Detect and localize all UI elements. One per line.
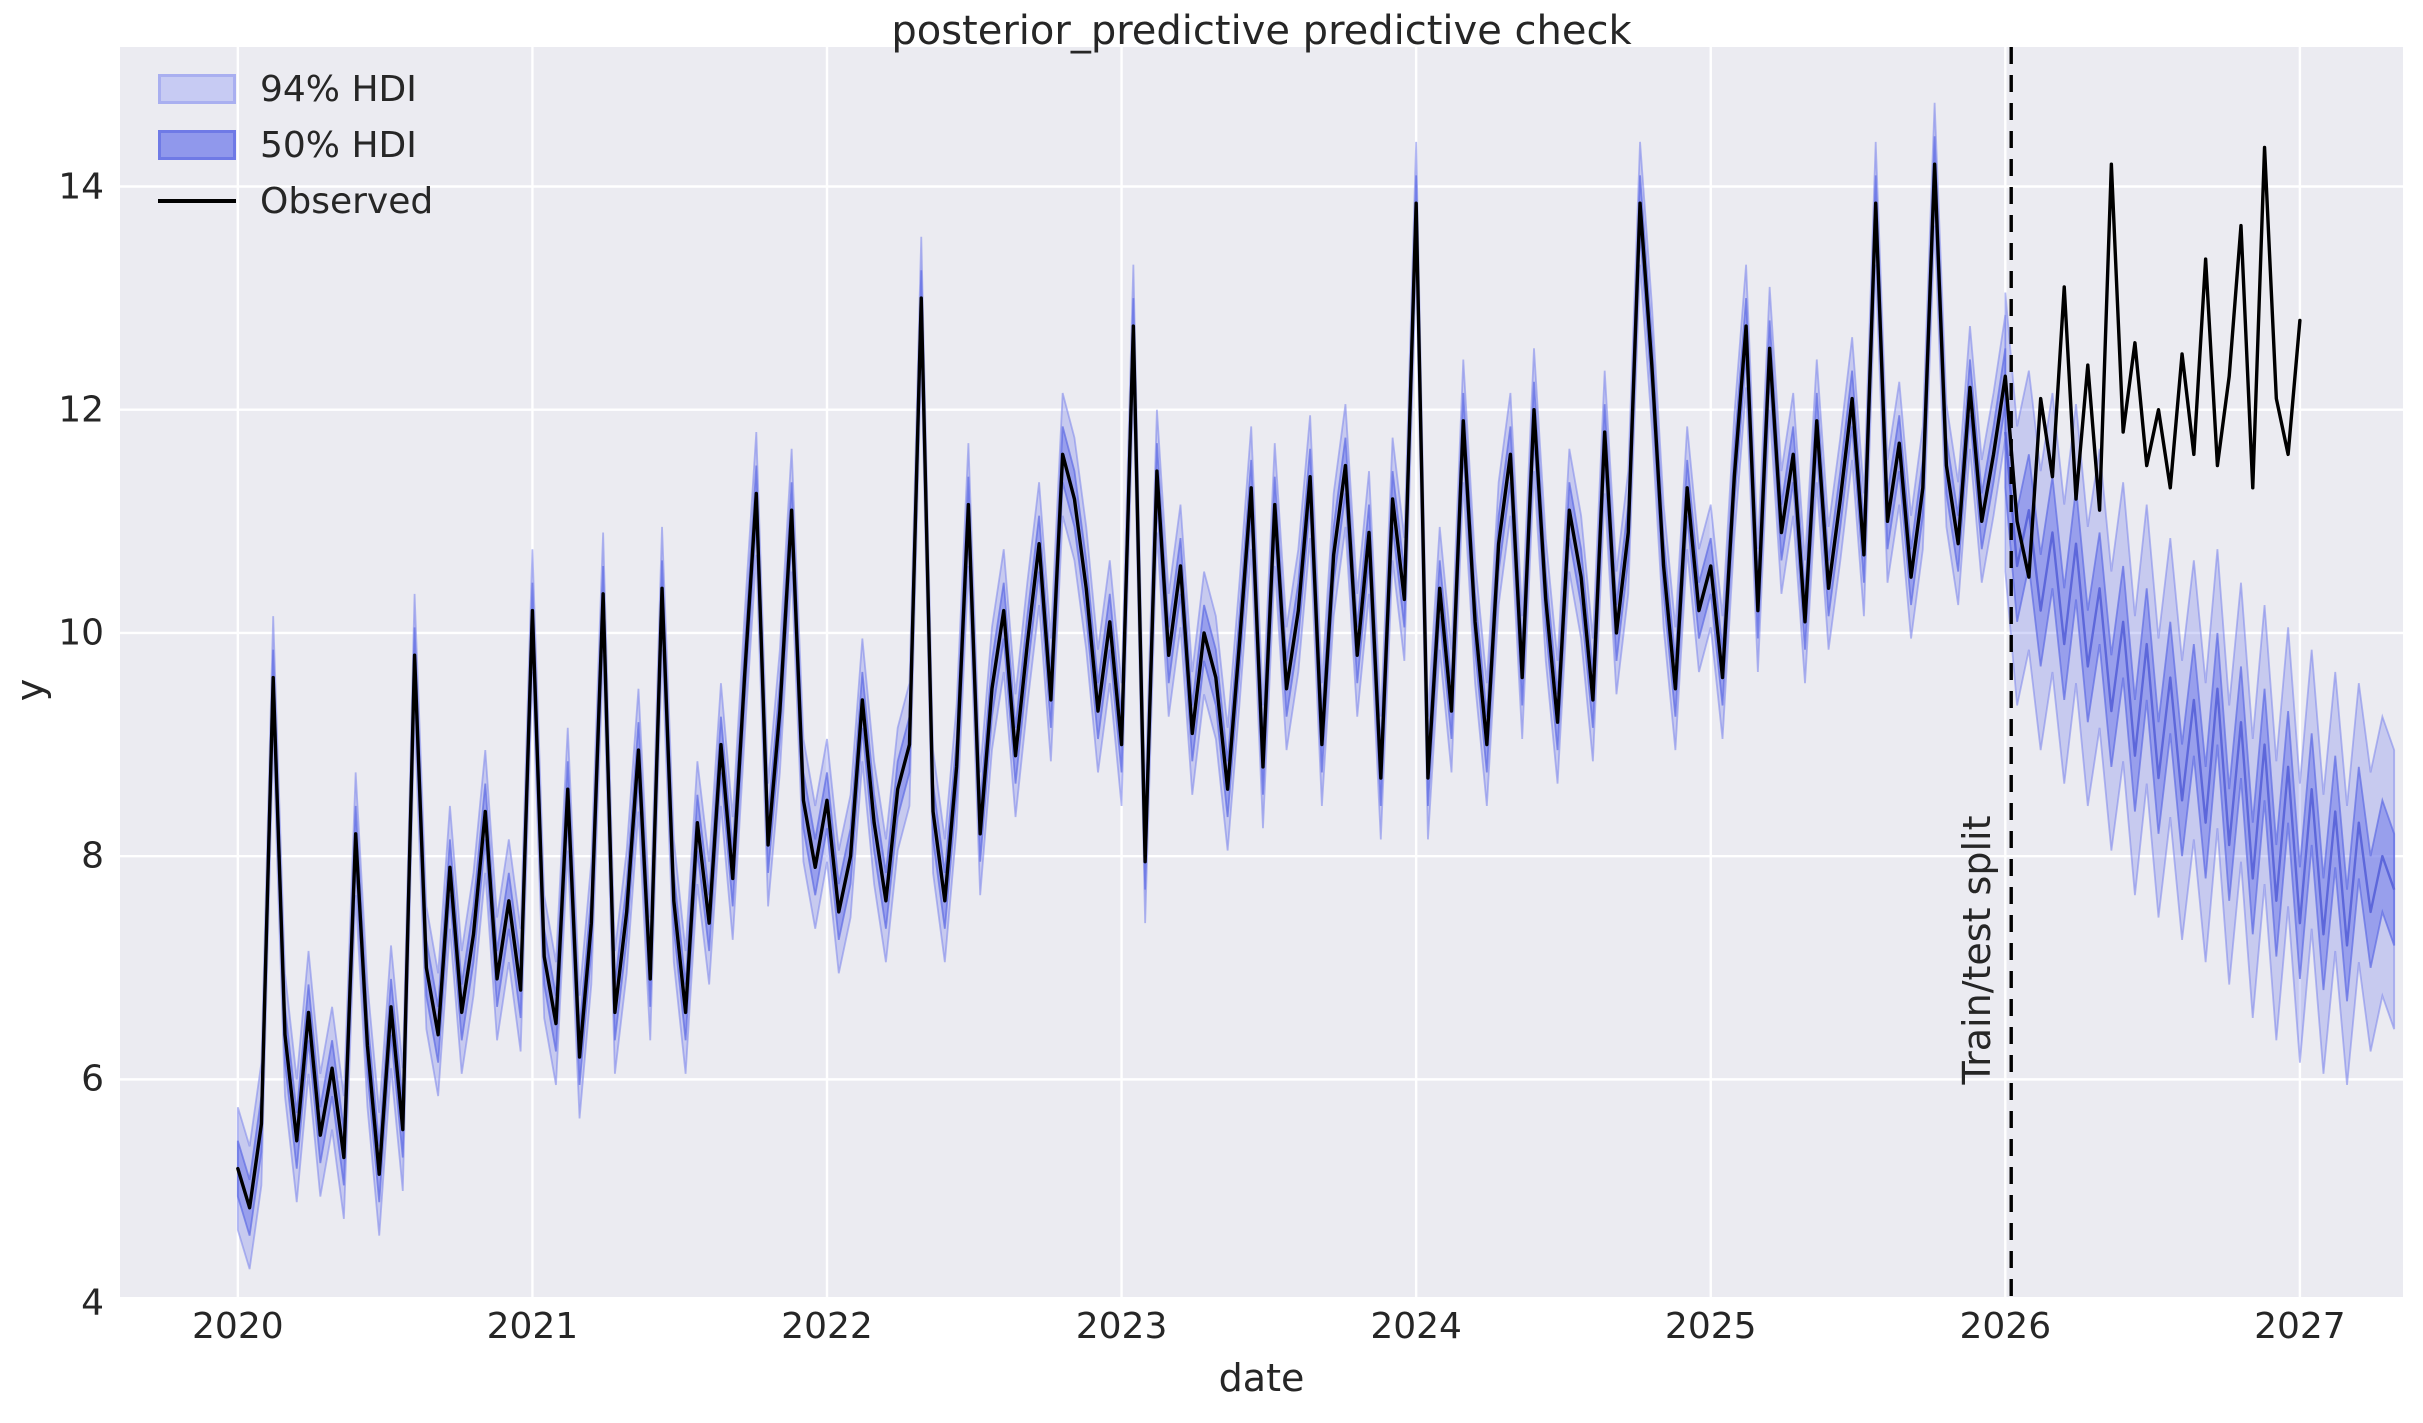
legend-entry-observed: Observed xyxy=(158,178,433,224)
x-tick-label: 2027 xyxy=(2254,1306,2346,1347)
series-layer xyxy=(236,102,2396,1270)
y-tick-label: 6 xyxy=(81,1058,104,1100)
legend-label: 94% HDI xyxy=(260,68,417,110)
hdi50-band-forecast xyxy=(2004,376,2396,1002)
forecast-mean-line xyxy=(2004,431,2396,947)
observed-line-swatch xyxy=(158,199,236,203)
legend-label: Observed xyxy=(260,180,434,222)
y-tick-label: 12 xyxy=(58,389,104,431)
y-tick-label: 4 xyxy=(81,1282,104,1324)
x-tick-label: 2021 xyxy=(486,1306,579,1347)
x-tick-label: 2020 xyxy=(192,1306,284,1347)
y-tick-label: 10 xyxy=(58,612,104,654)
y-tick-label: 8 xyxy=(81,835,104,877)
chart-title: posterior_predictive predictive check xyxy=(891,8,1632,54)
x-tick-label: 2025 xyxy=(1664,1306,1757,1347)
x-tick-label: 2023 xyxy=(1075,1306,1168,1347)
observed-line xyxy=(236,145,2302,1210)
legend-entry-hdi94: 94% HDI xyxy=(158,66,433,112)
x-tick-label: 2026 xyxy=(1959,1306,2052,1347)
hdi94-band-swatch xyxy=(158,74,236,104)
train-test-split-label: Train/test split xyxy=(1955,815,2000,1085)
y-axis-label: y xyxy=(8,678,52,702)
legend-label: 50% HDI xyxy=(260,124,417,166)
x-tick-label: 2024 xyxy=(1370,1306,1462,1347)
legend-entry-hdi50: 50% HDI xyxy=(158,122,433,168)
hdi50-band-swatch xyxy=(158,130,236,160)
x-axis-label: date xyxy=(1218,1356,1305,1400)
x-tick-label: 2022 xyxy=(781,1306,873,1347)
legend: 94% HDI 50% HDI Observed xyxy=(158,66,433,224)
y-tick-label: 14 xyxy=(58,166,104,207)
